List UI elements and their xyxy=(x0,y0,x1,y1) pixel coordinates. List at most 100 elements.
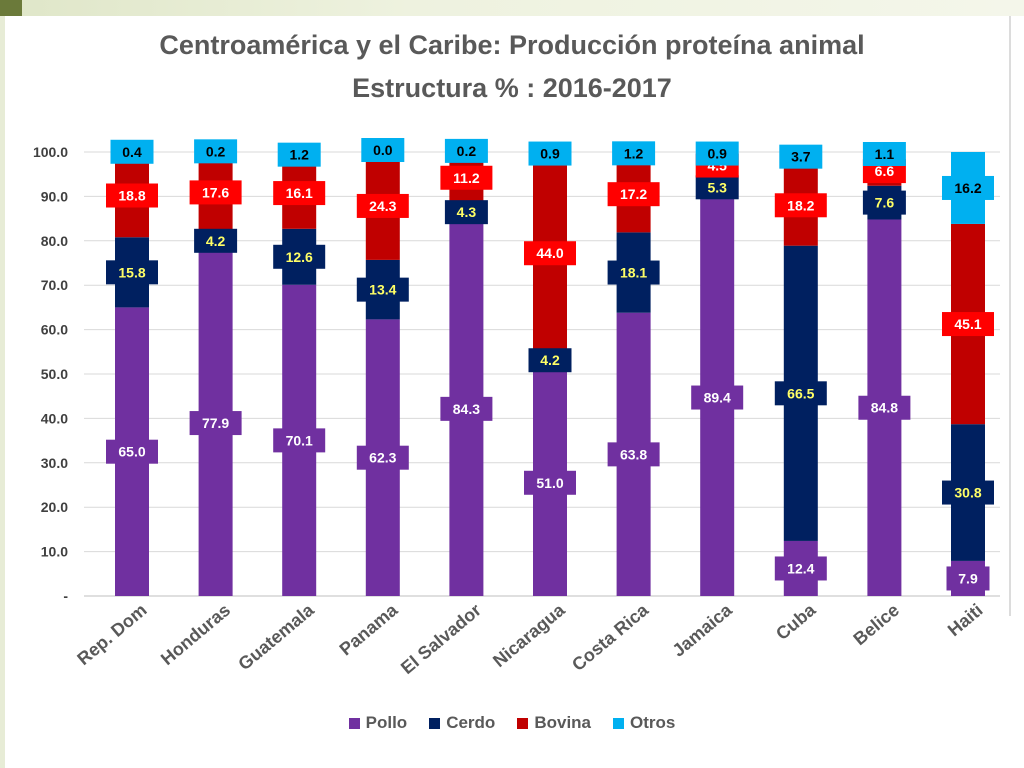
data-label-box xyxy=(189,180,242,205)
data-label-box xyxy=(189,411,242,436)
data-label-box xyxy=(946,566,990,591)
data-label-box xyxy=(106,183,158,208)
data-label-box xyxy=(607,182,660,207)
data-label: 16.1 xyxy=(286,185,313,201)
data-label: 16.2 xyxy=(954,180,981,196)
legend-item: Cerdo xyxy=(429,713,495,733)
data-label: 44.0 xyxy=(536,245,563,261)
data-label-box xyxy=(862,141,906,166)
y-tick-label: 80.0 xyxy=(41,233,68,249)
y-tick-label: 20.0 xyxy=(41,499,68,515)
legend-item: Otros xyxy=(613,713,675,733)
data-label-box xyxy=(942,175,994,200)
y-tick-label: 60.0 xyxy=(41,322,68,338)
data-label-box xyxy=(779,144,823,169)
data-label-box xyxy=(612,141,656,166)
chart-title: Centroamérica y el Caribe: Producción pr… xyxy=(159,30,865,60)
slide-corner-accent xyxy=(0,0,22,16)
data-label-box xyxy=(524,470,576,495)
data-label-box xyxy=(440,165,493,190)
y-tick-label: 40.0 xyxy=(41,410,68,426)
legend-swatch xyxy=(517,717,529,729)
data-label: 18.2 xyxy=(787,197,814,213)
data-label: 0.4 xyxy=(122,144,142,160)
data-label: 11.2 xyxy=(453,170,480,186)
data-label-box xyxy=(528,141,572,166)
data-label-box xyxy=(942,312,994,337)
data-label: 1.2 xyxy=(289,147,309,163)
chart-right-border xyxy=(1009,16,1011,616)
data-label: 84.8 xyxy=(871,400,898,416)
data-label-box xyxy=(444,138,488,163)
data-label-box xyxy=(440,396,493,421)
data-label-box xyxy=(528,348,572,373)
y-tick-label: 10.0 xyxy=(41,544,68,560)
data-label-box xyxy=(691,385,744,410)
data-label: 4.3 xyxy=(457,204,477,220)
legend-item: Bovina xyxy=(517,713,591,733)
data-label: 89.4 xyxy=(704,390,731,406)
data-label: 0.0 xyxy=(373,142,393,158)
data-label: 0.2 xyxy=(206,143,226,159)
data-label: 4.2 xyxy=(206,233,226,249)
data-label: 3.7 xyxy=(791,149,811,165)
category-label: Rep. Dom xyxy=(73,600,150,669)
data-label-box xyxy=(444,200,488,225)
data-label-box xyxy=(695,175,739,200)
data-label-box xyxy=(862,190,906,215)
data-label: 13.4 xyxy=(369,282,396,298)
data-label-box xyxy=(106,260,158,285)
data-label-box xyxy=(356,445,409,470)
data-label-box xyxy=(273,428,326,453)
legend-label: Pollo xyxy=(365,713,408,732)
data-label: 15.8 xyxy=(118,264,145,280)
data-label: 62.3 xyxy=(369,450,396,466)
y-tick-label: 90.0 xyxy=(41,188,68,204)
category-label: Honduras xyxy=(157,600,234,669)
category-label: Cuba xyxy=(772,599,820,644)
data-label: 66.5 xyxy=(787,385,814,401)
data-label: 84.3 xyxy=(453,401,480,417)
data-label: 12.6 xyxy=(286,249,313,265)
data-label-box xyxy=(942,480,994,505)
y-tick-label: 70.0 xyxy=(41,277,68,293)
data-label-box xyxy=(277,142,321,167)
y-tick-label: - xyxy=(63,588,68,604)
data-label: 1.2 xyxy=(624,145,644,161)
legend-label: Bovina xyxy=(534,713,592,732)
category-label: Costa Rica xyxy=(568,599,653,675)
data-label-box xyxy=(607,442,660,467)
data-label-box xyxy=(361,138,405,162)
data-label: 77.9 xyxy=(202,415,229,431)
category-label: Haiti xyxy=(944,600,987,640)
data-label: 17.2 xyxy=(620,186,647,202)
data-label-box xyxy=(356,193,409,218)
category-label: Belice xyxy=(849,600,902,649)
data-label: 4.2 xyxy=(540,352,560,368)
data-label-box xyxy=(194,228,238,253)
legend-swatch xyxy=(613,717,625,729)
data-label-box xyxy=(774,556,827,581)
data-label: 0.9 xyxy=(707,146,727,162)
data-label: 70.1 xyxy=(286,432,313,448)
data-label-box xyxy=(774,193,827,218)
category-label: Panama xyxy=(336,599,402,659)
category-label: Guatemala xyxy=(234,599,318,674)
data-label: 63.8 xyxy=(620,446,647,462)
data-label: 17.6 xyxy=(202,184,229,200)
legend-label: Otros xyxy=(630,713,676,732)
data-label: 1.1 xyxy=(875,146,895,162)
data-label: 0.2 xyxy=(457,143,477,159)
legend-swatch xyxy=(348,717,360,729)
data-label: 12.4 xyxy=(787,560,814,576)
slide-left-border xyxy=(0,16,5,768)
data-label-box xyxy=(110,139,154,164)
data-label-box xyxy=(194,139,238,164)
data-label: 5.3 xyxy=(707,179,727,195)
chart-legend: Pollo Cerdo Bovina Otros xyxy=(0,713,1024,733)
category-label: Jamaica xyxy=(668,599,736,661)
data-label-box xyxy=(273,181,326,206)
data-label-box xyxy=(695,141,739,166)
data-label: 18.8 xyxy=(118,188,145,204)
